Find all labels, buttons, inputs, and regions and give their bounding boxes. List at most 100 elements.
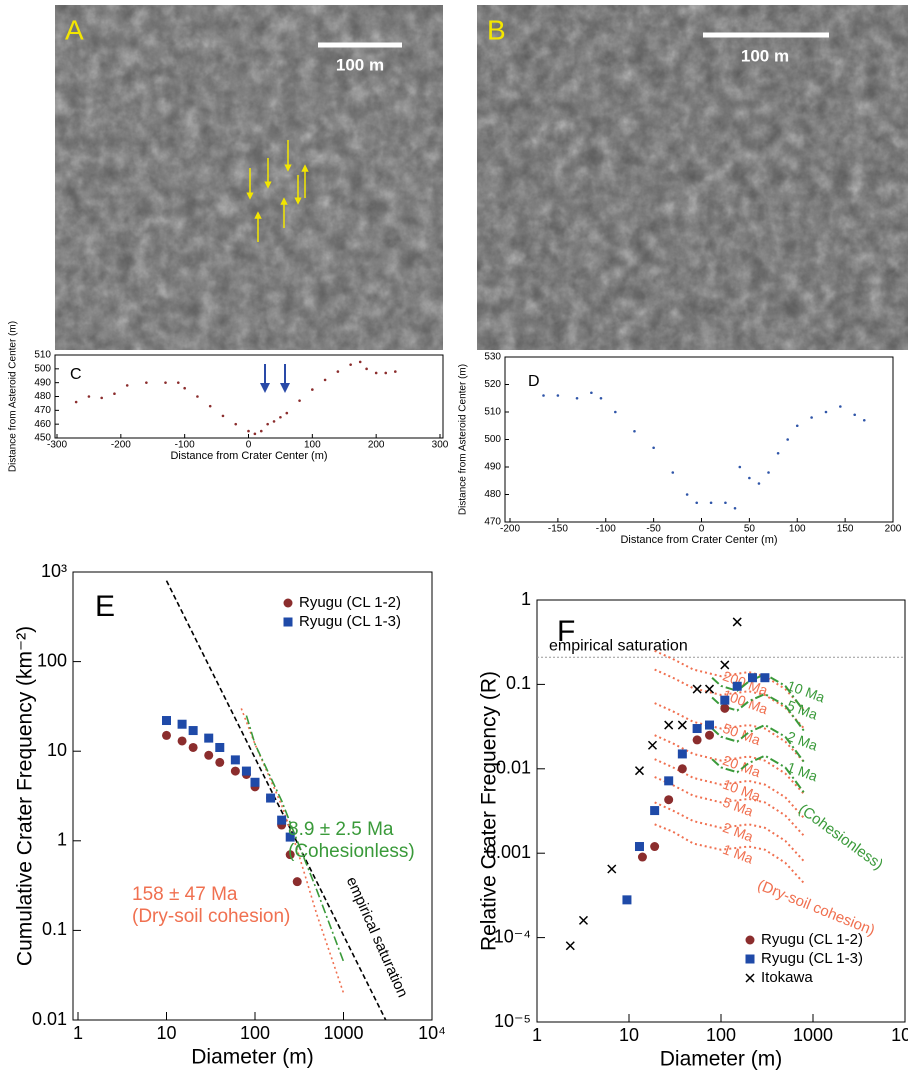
data-point: [732, 617, 742, 627]
point: [145, 381, 148, 384]
point: [633, 429, 636, 433]
data-point: [215, 742, 225, 752]
x-tick-label: -200: [500, 524, 520, 535]
scale-label: 100 m: [336, 55, 384, 74]
model-curve: [654, 649, 805, 711]
data-point: [162, 730, 171, 740]
point: [839, 405, 842, 408]
point: [183, 386, 186, 390]
point: [724, 501, 727, 505]
y-tick-label: 520: [484, 379, 501, 390]
data-point: [664, 776, 674, 786]
y-tick-label: 10: [47, 740, 67, 760]
y-tick-label: 10⁻⁴: [494, 926, 531, 946]
point: [259, 429, 263, 433]
y-tick-label: 490: [34, 377, 51, 388]
y-tick-label: 460: [34, 419, 51, 430]
data-point: [692, 684, 702, 694]
y-tick-label: 470: [34, 405, 51, 416]
y-tick-label: 530: [484, 352, 501, 363]
data-point: [162, 716, 171, 726]
data-point: [677, 764, 687, 774]
image-a: [55, 5, 443, 350]
x-tick-label: 100: [789, 524, 806, 535]
x-tick-label: 300: [432, 440, 449, 451]
y-tick-label: 490: [484, 462, 501, 473]
data-point: [215, 757, 225, 767]
data-point: [230, 755, 240, 765]
annotation: (Dry-soil cohesion): [132, 906, 290, 927]
data-point: [677, 749, 687, 759]
model-line: [245, 715, 345, 962]
point: [575, 396, 579, 400]
data-point: [634, 842, 644, 852]
data-point: [705, 720, 715, 730]
y-tick-label: 0.01: [32, 1009, 67, 1029]
model-curve: [654, 734, 805, 795]
panel-label: B: [487, 14, 506, 45]
curve-label: 1 Ma: [721, 841, 756, 867]
legend-label: Ryugu (CL 1-3): [299, 613, 401, 630]
point: [733, 506, 737, 510]
data-point: [720, 703, 730, 713]
annotation: 8.9 ± 2.5 Ma: [288, 819, 394, 840]
x-tick-label: 100: [304, 440, 321, 451]
data-point: [607, 864, 617, 874]
saturation-label: empirical saturation: [549, 637, 688, 654]
image-b: [477, 5, 908, 350]
x-axis-label: Distance from Crater Center (m): [170, 450, 327, 462]
y-tick-label: 10³: [41, 561, 67, 581]
data-point: [622, 895, 632, 905]
y-tick-label: 0.001: [486, 842, 531, 862]
curve-label: 50 Ma: [721, 720, 763, 748]
x-tick-label: 0: [246, 440, 252, 451]
data-point: [565, 941, 575, 951]
model-curve: [654, 668, 805, 730]
y-tick-label: 480: [34, 391, 51, 402]
point: [767, 471, 770, 474]
y-tick-label: 510: [34, 350, 51, 361]
point: [695, 501, 699, 505]
point: [113, 392, 116, 396]
panel-label: A: [65, 14, 84, 45]
x-tick-label: 0: [699, 524, 705, 535]
data-point: [285, 832, 295, 842]
point: [272, 420, 276, 423]
legend-label: Ryugu (CL 1-3): [761, 950, 863, 967]
data-point: [760, 673, 770, 683]
data-point: [177, 736, 187, 746]
point: [234, 422, 238, 426]
data-point: [230, 766, 240, 776]
y-axis-label: Distance from Asteroid Center (m): [8, 321, 19, 472]
x-tick-label: 10: [619, 1025, 639, 1045]
point: [125, 384, 129, 387]
y-axis-label: Cumulative Crater Frequency (km⁻²): [14, 626, 37, 966]
point: [599, 396, 603, 400]
y-tick-label: 0.1: [42, 919, 67, 939]
point: [590, 391, 593, 395]
point: [776, 451, 780, 455]
point: [786, 438, 789, 441]
data-point: [634, 766, 645, 776]
x-tick-label: 10: [156, 1023, 176, 1043]
x-tick-label: 50: [744, 524, 756, 535]
data-point: [692, 735, 702, 745]
annotation: (Cohesionless): [288, 841, 415, 862]
y-axis-label: Relative Crater Frequency (R): [478, 671, 501, 951]
point: [87, 395, 91, 398]
x-tick-label: 100: [240, 1023, 270, 1043]
data-point: [647, 740, 658, 750]
data-point: [285, 850, 295, 860]
plot-frame: [504, 356, 894, 523]
data-point: [250, 777, 260, 787]
x-tick-label: -100: [175, 440, 195, 451]
panel-label: F: [557, 615, 575, 648]
y-tick-label: 500: [34, 363, 51, 374]
point: [862, 418, 866, 422]
legend-label: Ryugu (CL 1-2): [761, 931, 863, 948]
y-tick-label: 0.1: [506, 673, 531, 693]
panel-label: C: [70, 366, 82, 383]
y-tick-label: 10⁻⁵: [494, 1011, 531, 1031]
